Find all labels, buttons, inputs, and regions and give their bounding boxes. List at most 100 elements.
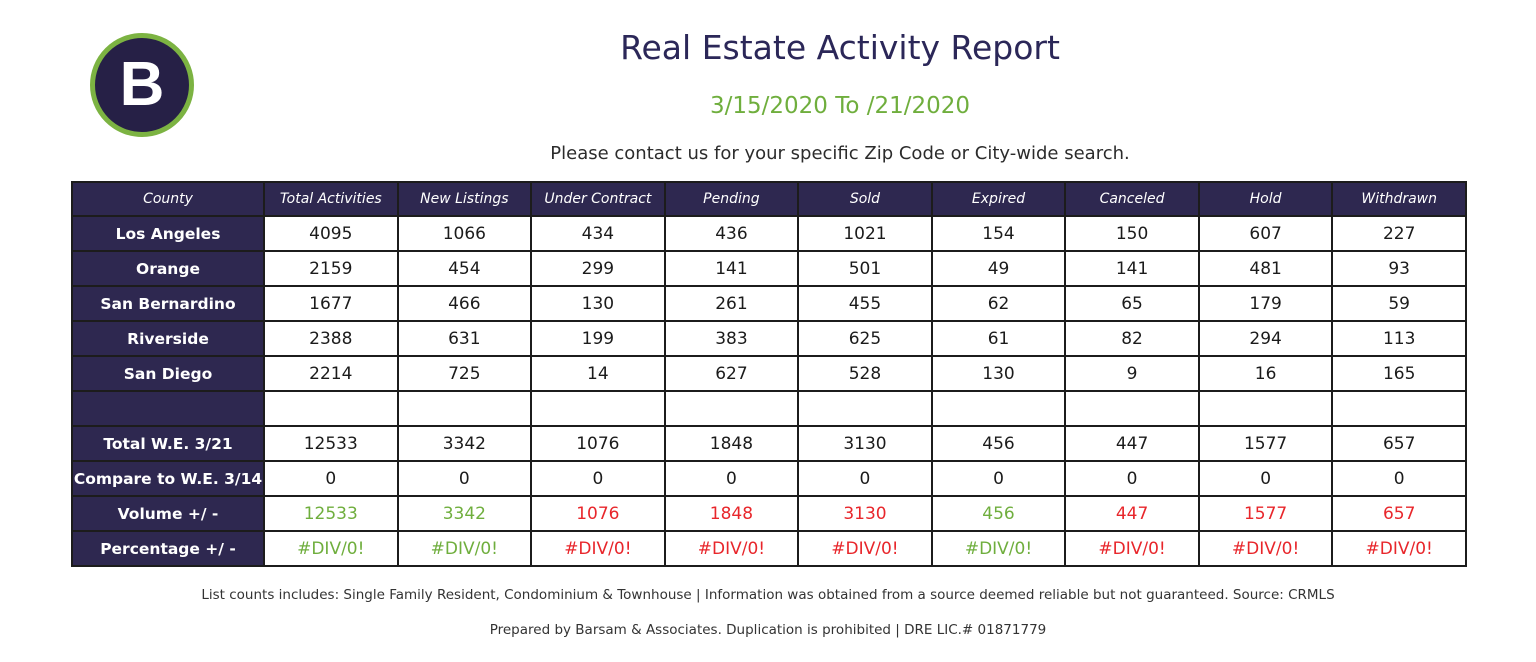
col-header-canceled: Canceled <box>1064 181 1200 217</box>
cell-negative: #DIV/0! <box>1197 530 1334 567</box>
cell: 59 <box>1331 285 1467 322</box>
cell: 434 <box>530 215 666 252</box>
cell: 631 <box>396 320 533 357</box>
cell: 2214 <box>263 355 399 392</box>
cell: 14 <box>530 355 666 392</box>
empty-cell <box>663 390 800 427</box>
cell: 0 <box>930 460 1067 497</box>
cell: 179 <box>1197 285 1334 322</box>
col-header-pending: Pending <box>663 181 800 217</box>
col-header-new-listings: New Listings <box>396 181 533 217</box>
cell-negative: 1577 <box>1197 495 1334 532</box>
cell: 150 <box>1064 215 1200 252</box>
cell: 0 <box>1197 460 1334 497</box>
date-range: 3/15/2020 To /21/2020 <box>709 93 971 119</box>
cell: 455 <box>797 285 933 322</box>
county-name: Orange <box>71 250 265 287</box>
spacer-row <box>71 390 1467 427</box>
header-row: County Total Activities New Listings Und… <box>71 181 1467 217</box>
activity-table: County Total Activities New Listings Und… <box>71 181 1467 567</box>
cell: 0 <box>663 460 800 497</box>
cell: 1848 <box>663 425 800 462</box>
cell: 4095 <box>263 215 399 252</box>
cell-negative: 657 <box>1331 495 1467 532</box>
cell: 454 <box>396 250 533 287</box>
cell: 1021 <box>797 215 933 252</box>
county-row-riverside: Riverside 2388 631 199 383 625 61 82 294… <box>71 320 1467 357</box>
cell: 65 <box>1064 285 1200 322</box>
contact-note: Please contact us for your specific Zip … <box>550 143 1130 164</box>
cell: 456 <box>930 425 1067 462</box>
cell: 294 <box>1197 320 1334 357</box>
cell: 165 <box>1331 355 1467 392</box>
cell: 2388 <box>263 320 399 357</box>
cell: 9 <box>1064 355 1200 392</box>
cell: 0 <box>396 460 533 497</box>
empty-cell <box>1331 390 1467 427</box>
empty-cell <box>396 390 533 427</box>
col-header-county: County <box>71 181 265 217</box>
cell: 436 <box>663 215 800 252</box>
volume-label: Volume +/ - <box>71 495 265 532</box>
empty-cell <box>930 390 1067 427</box>
cell: 501 <box>797 250 933 287</box>
cell-positive: 12533 <box>263 495 399 532</box>
cell-negative: #DIV/0! <box>663 530 800 567</box>
cell: 113 <box>1331 320 1467 357</box>
cell: 0 <box>263 460 399 497</box>
cell: 141 <box>663 250 800 287</box>
cell: 49 <box>930 250 1067 287</box>
cell-positive: #DIV/0! <box>263 530 399 567</box>
empty-cell <box>1064 390 1200 427</box>
prepared-by-text: Prepared by Barsam & Associates. Duplica… <box>489 622 1047 638</box>
cell: 1577 <box>1197 425 1334 462</box>
cell-positive: #DIV/0! <box>396 530 533 567</box>
cell-negative: 3130 <box>797 495 933 532</box>
cell: 1066 <box>396 215 533 252</box>
cell: 481 <box>1197 250 1334 287</box>
cell: 528 <box>797 355 933 392</box>
cell: 199 <box>530 320 666 357</box>
spacer-label <box>71 390 265 427</box>
col-header-total-activities: Total Activities <box>263 181 399 217</box>
county-name: San Diego <box>71 355 265 392</box>
empty-cell <box>530 390 666 427</box>
company-logo: B <box>90 33 194 137</box>
disclaimer-text: List counts includes: Single Family Resi… <box>201 587 1335 603</box>
cell: 466 <box>396 285 533 322</box>
cell: 383 <box>663 320 800 357</box>
cell-negative: #DIV/0! <box>530 530 666 567</box>
compare-row: Compare to W.E. 3/14 0 0 0 0 0 0 0 0 0 <box>71 460 1467 497</box>
county-row-san-bernardino: San Bernardino 1677 466 130 261 455 62 6… <box>71 285 1467 322</box>
volume-row: Volume +/ - 12533 3342 1076 1848 3130 45… <box>71 495 1467 532</box>
cell: 227 <box>1331 215 1467 252</box>
county-name: Los Angeles <box>71 215 265 252</box>
county-name: Riverside <box>71 320 265 357</box>
total-row: Total W.E. 3/21 12533 3342 1076 1848 313… <box>71 425 1467 462</box>
cell: 1076 <box>530 425 666 462</box>
cell: 627 <box>663 355 800 392</box>
cell-negative: #DIV/0! <box>1064 530 1200 567</box>
cell-positive: #DIV/0! <box>930 530 1067 567</box>
cell: 299 <box>530 250 666 287</box>
cell: 154 <box>930 215 1067 252</box>
col-header-withdrawn: Withdrawn <box>1331 181 1467 217</box>
col-header-expired: Expired <box>930 181 1067 217</box>
total-label: Total W.E. 3/21 <box>71 425 265 462</box>
cell: 725 <box>396 355 533 392</box>
county-row-orange: Orange 2159 454 299 141 501 49 141 481 9… <box>71 250 1467 287</box>
compare-label: Compare to W.E. 3/14 <box>71 460 265 497</box>
empty-cell <box>263 390 399 427</box>
empty-cell <box>1197 390 1334 427</box>
cell: 62 <box>930 285 1067 322</box>
cell-positive: 3342 <box>396 495 533 532</box>
cell: 130 <box>930 355 1067 392</box>
col-header-under-contract: Under Contract <box>530 181 666 217</box>
cell: 141 <box>1064 250 1200 287</box>
report-title: Real Estate Activity Report <box>620 28 1060 67</box>
cell: 3342 <box>396 425 533 462</box>
cell: 130 <box>530 285 666 322</box>
cell: 2159 <box>263 250 399 287</box>
cell: 261 <box>663 285 800 322</box>
county-row-los-angeles: Los Angeles 4095 1066 434 436 1021 154 1… <box>71 215 1467 252</box>
